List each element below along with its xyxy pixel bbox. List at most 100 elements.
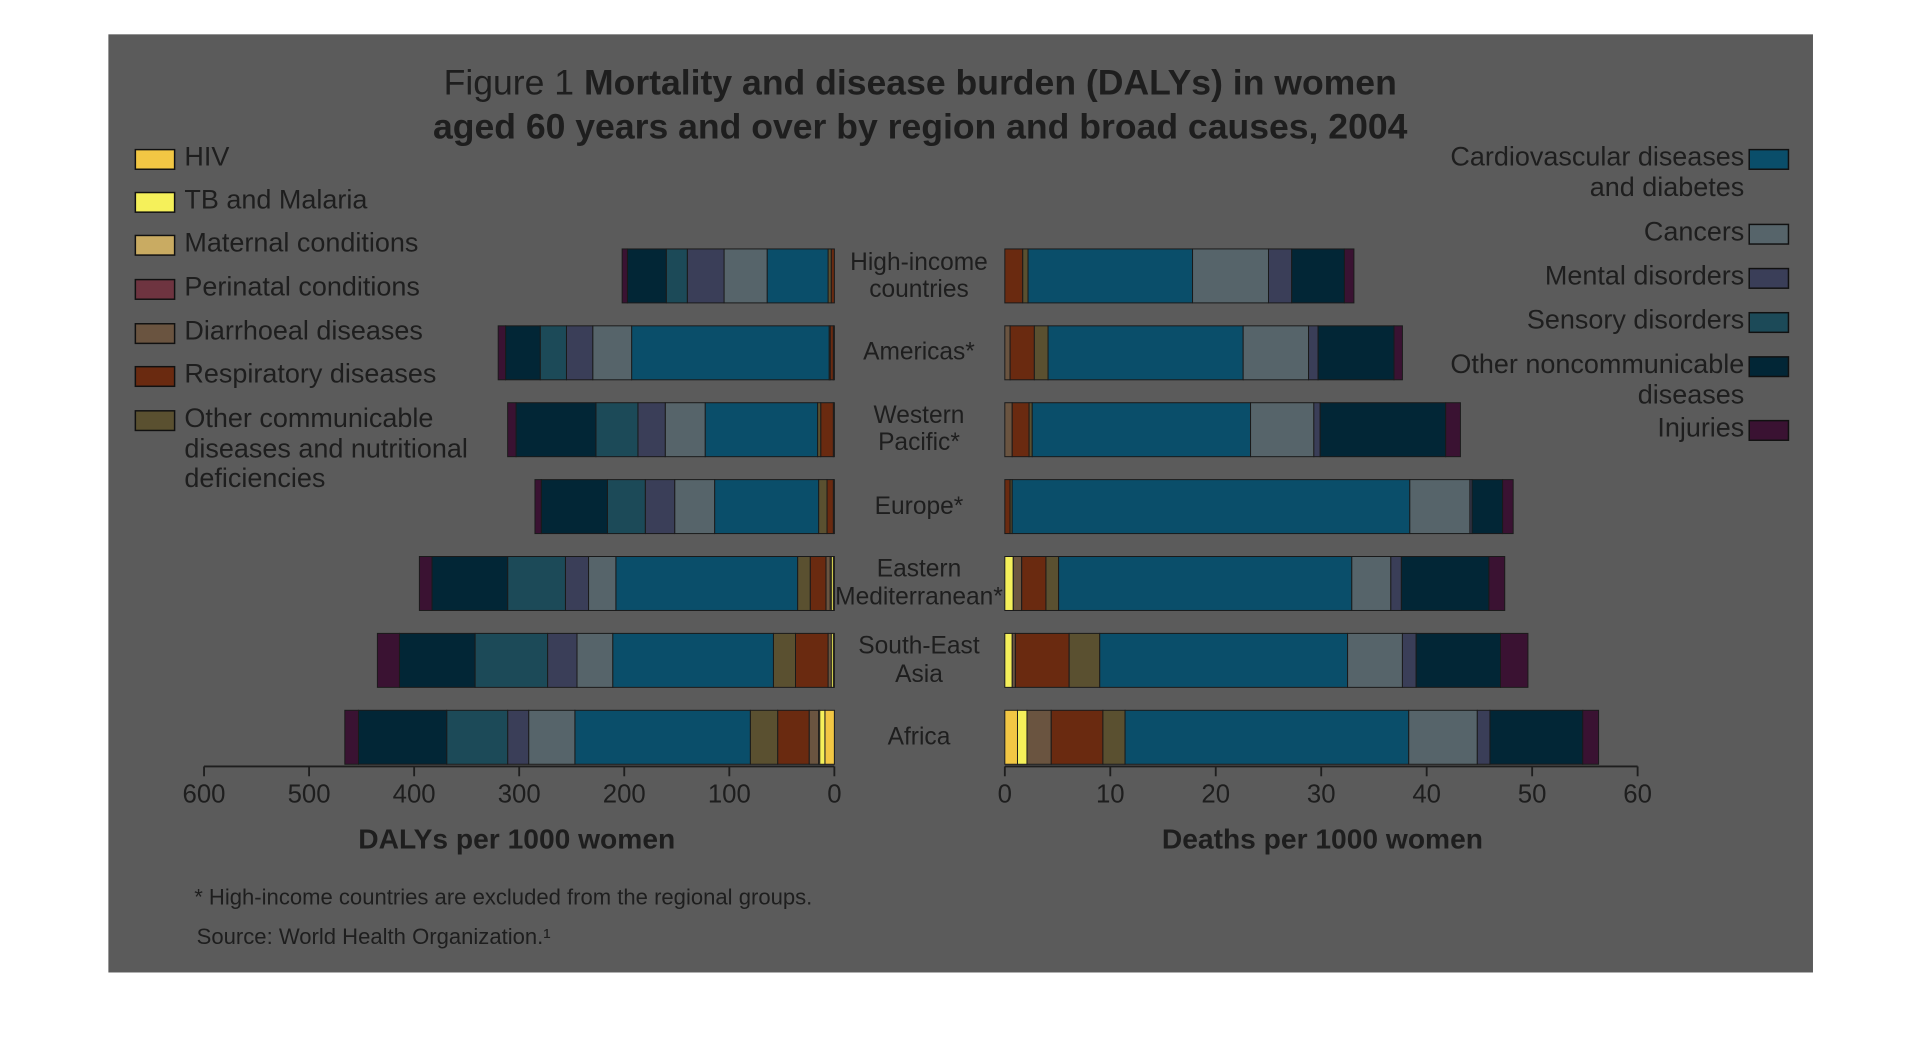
- bar-segment: [515, 402, 597, 458]
- bar-segment: [1393, 325, 1403, 381]
- bar-segment: [1045, 556, 1060, 611]
- bar-segment: [588, 556, 617, 611]
- bar-segment: [1102, 709, 1126, 765]
- bar-segment: [1004, 402, 1013, 458]
- bar-segment: [626, 248, 667, 304]
- bar-segment: [1408, 709, 1478, 765]
- bar-segment: [795, 632, 829, 688]
- legend-swatch: [1748, 419, 1790, 441]
- bar-segment: [376, 632, 400, 688]
- legend-label-box: Other communicable diseases and nutritio…: [184, 403, 468, 494]
- bar-segment: [1582, 709, 1600, 765]
- bar-segment: [686, 248, 725, 304]
- bar-segment: [1192, 248, 1269, 304]
- bar-segment: [505, 325, 541, 381]
- legend-label: Cardiovascular diseases and diabetes: [1450, 142, 1745, 202]
- x-tick-label: 40: [1412, 781, 1441, 809]
- bar-segment: [1471, 479, 1504, 535]
- bar-segment: [606, 479, 646, 535]
- category-label-box: Eastern Mediterranean*: [835, 556, 1003, 610]
- bar-segment: [1390, 556, 1402, 611]
- bar-segment: [1004, 632, 1013, 688]
- bar-segment: [1343, 248, 1355, 304]
- bar-segment: [631, 325, 830, 381]
- bar-segment: [766, 248, 829, 304]
- bar-segment: [344, 709, 359, 765]
- bar-segment: [749, 709, 779, 765]
- legend-label-box: Diarrhoeal diseases: [184, 316, 422, 345]
- bar-segment: [818, 479, 828, 535]
- bar-segment: [820, 402, 834, 458]
- bar-segment: [431, 556, 509, 611]
- category-label: South-East Asia: [858, 632, 980, 688]
- bar-segment: [1250, 402, 1315, 458]
- bar-segment: [825, 556, 831, 611]
- legend-swatch: [1748, 223, 1790, 245]
- bar-segment: [797, 556, 811, 611]
- category-label-box: South-East Asia: [858, 632, 980, 688]
- x-tick-label: 20: [1201, 781, 1230, 809]
- bar-segment: [539, 325, 567, 381]
- x-tick-label: 400: [393, 781, 436, 809]
- legend-label-box: Respiratory diseases: [184, 359, 436, 388]
- bar-segment: [1016, 709, 1028, 765]
- bar-segment: [1009, 325, 1035, 381]
- bar-segment: [1050, 709, 1104, 765]
- bar-segment: [1004, 479, 1011, 535]
- bar-segment: [1445, 402, 1461, 458]
- footnote: * High-income countries are excluded fro…: [194, 885, 812, 910]
- bar-segment: [1409, 479, 1471, 535]
- legend-label: Other communicable diseases and nutritio…: [184, 403, 468, 494]
- category-label: High-income countries: [850, 248, 988, 303]
- category-label-box: Western Pacific*: [873, 402, 965, 457]
- bar-segment: [644, 479, 676, 535]
- legend-label: HIV: [184, 142, 230, 172]
- bar-segment: [1021, 556, 1047, 611]
- legend-swatch: [1748, 148, 1790, 170]
- bar-segment: [772, 632, 796, 688]
- bar-segment: [1317, 325, 1395, 381]
- bar-segment: [1058, 556, 1353, 611]
- bar-segment: [1099, 632, 1349, 688]
- bar-segment: [540, 479, 608, 535]
- chart-title: Figure 1 Mortality and disease burden (D…: [405, 61, 1435, 150]
- bar-segment: [674, 479, 716, 535]
- x-tick-label: 50: [1518, 781, 1547, 809]
- legend-swatch: [134, 234, 176, 256]
- bar-segment: [723, 248, 768, 304]
- bar-segment: [547, 632, 578, 688]
- bar-segment: [1308, 325, 1319, 381]
- bar-segment: [1011, 402, 1030, 458]
- bar-segment: [1068, 632, 1101, 688]
- x-tick-label: 30: [1307, 781, 1336, 809]
- bar-segment: [1004, 325, 1011, 381]
- bar-segment: [595, 402, 639, 458]
- category-label-box: Americas*: [863, 339, 975, 366]
- legend-label-box: Cardiovascular diseases and diabetes: [1450, 142, 1745, 202]
- legend-label-box: Mental disorders: [1545, 261, 1744, 290]
- bar-segment: [1319, 402, 1447, 458]
- legend-swatch: [134, 148, 176, 170]
- bar-segment: [1033, 325, 1049, 381]
- legend-label: Other noncommunicable diseases: [1450, 349, 1745, 410]
- bar-segment: [1267, 248, 1293, 304]
- category-label: Western Pacific*: [873, 402, 965, 457]
- x-tick-label: 100: [708, 781, 751, 809]
- legend-swatch: [134, 278, 176, 300]
- legend-label-box: Other noncommunicable diseases: [1450, 349, 1745, 410]
- bar-segment: [1400, 556, 1490, 611]
- legend-swatch: [134, 365, 176, 388]
- title-main: Mortality and disease burden (DALYs) in …: [432, 63, 1408, 148]
- x-tick-label: 60: [1623, 781, 1652, 809]
- title-box: Figure 1 Mortality and disease burden (D…: [405, 61, 1435, 150]
- bar-segment: [1291, 248, 1345, 304]
- legend-swatch: [134, 410, 176, 432]
- bar-segment: [534, 479, 542, 535]
- bar-segment: [1031, 402, 1252, 458]
- legend-swatch: [1748, 267, 1790, 289]
- x-tick-label: 200: [603, 781, 646, 809]
- x-tick-label: 0: [998, 781, 1012, 809]
- bar-segment: [574, 709, 751, 765]
